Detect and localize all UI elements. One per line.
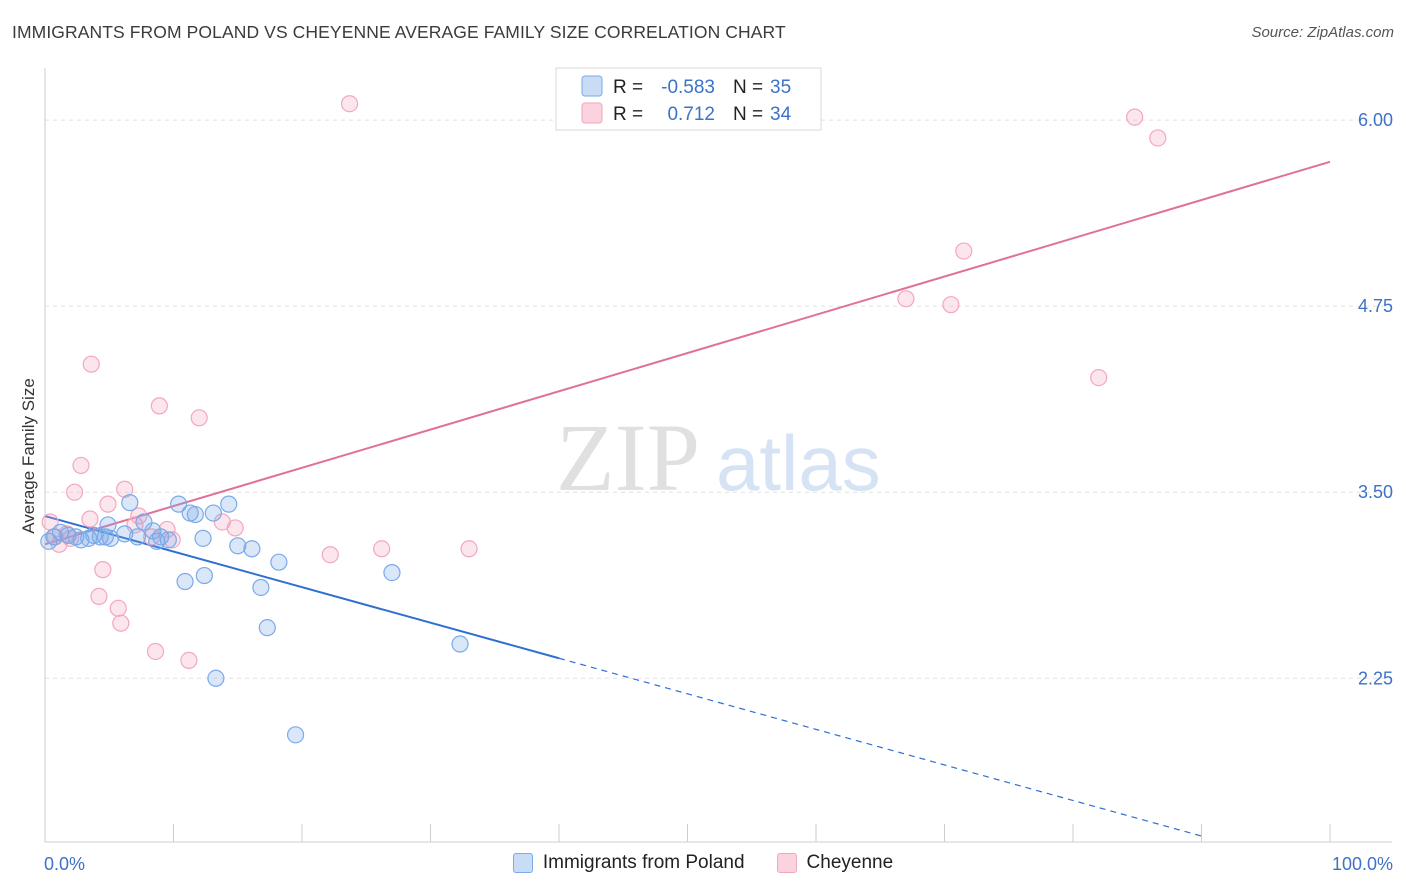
point-poland-23 <box>204 504 222 522</box>
point-poland-30 <box>252 578 270 597</box>
chart-title: IMMIGRANTS FROM POLAND VS CHEYENNE AVERA… <box>12 22 786 42</box>
bottom-legend-swatch-cheyenne <box>776 853 797 873</box>
bottom-legend-label-cheyenne: Cheyenne <box>806 852 894 873</box>
point-cheyenne-11 <box>99 495 117 513</box>
point-cheyenne-6 <box>72 456 90 475</box>
point-cheyenne-30 <box>897 290 915 308</box>
point-cheyenne-26 <box>321 546 339 564</box>
point-cheyenne-32 <box>955 242 973 260</box>
point-cheyenne-34 <box>1126 108 1144 126</box>
watermark: ZIP atlas <box>556 404 881 511</box>
bottom-legend-label-poland: Immigrants from Poland <box>542 852 745 873</box>
legend-n-value-cheyenne: 34 <box>770 104 792 125</box>
point-cheyenne-19 <box>150 397 168 415</box>
point-cheyenne-35 <box>1149 129 1167 147</box>
legend-n-label-cheyenne: N = <box>733 104 763 125</box>
point-poland-20 <box>170 495 188 513</box>
y-tick-label-1: 3.50 <box>1358 482 1393 502</box>
point-cheyenne-5 <box>65 483 84 501</box>
point-cheyenne-27 <box>340 95 359 113</box>
watermark-atlas: atlas <box>716 419 881 507</box>
y-tick-label-3: 6.00 <box>1358 110 1393 130</box>
point-cheyenne-23 <box>190 409 208 427</box>
point-poland-36 <box>286 726 305 744</box>
point-cheyenne-33 <box>1090 369 1108 387</box>
legend-r-label-poland: R = <box>613 77 643 98</box>
point-cheyenne-7 <box>81 510 99 528</box>
y-tick-label-2: 4.75 <box>1358 296 1393 316</box>
point-poland-31 <box>270 553 288 571</box>
point-poland-22 <box>186 505 204 524</box>
legend-r-label-cheyenne: R = <box>613 104 643 125</box>
point-poland-4 <box>67 528 85 546</box>
point-poland-25 <box>194 529 212 547</box>
point-cheyenne-8 <box>82 355 100 373</box>
axes <box>44 68 1392 843</box>
point-poland-24 <box>220 495 238 513</box>
point-poland-29 <box>195 566 213 585</box>
point-cheyenne-22 <box>180 651 198 670</box>
legend-swatch-poland <box>581 75 603 97</box>
point-poland-28 <box>176 572 194 591</box>
y-tick-label-0: 2.25 <box>1358 668 1393 688</box>
legend-r-value-poland: -0.583 <box>661 77 715 98</box>
correlation-legend: R = -0.583 N = 35 R = 0.712 N = 34 <box>555 67 822 131</box>
point-cheyenne-25 <box>226 519 244 537</box>
source-label: Source: ZipAtlas.com <box>1251 24 1394 41</box>
point-cheyenne-10 <box>94 561 112 579</box>
point-cheyenne-13 <box>112 614 130 632</box>
point-poland-19 <box>148 532 166 550</box>
bottom-legend-item-poland: Immigrants from Poland <box>512 852 745 874</box>
x-tick-label-0: 0.0% <box>44 854 85 874</box>
point-poland-15 <box>135 513 153 531</box>
point-poland-35 <box>207 669 225 687</box>
legend-r-value-cheyenne: 0.712 <box>667 104 715 125</box>
legend-n-label-poland: N = <box>733 77 763 98</box>
legend-swatch-cheyenne <box>581 102 603 124</box>
point-cheyenne-31 <box>942 296 960 314</box>
point-poland-11 <box>99 516 117 534</box>
point-poland-33 <box>383 563 401 582</box>
y-tick-labels: 2.25 3.50 4.75 6.00 <box>1358 110 1393 688</box>
grid-lines <box>45 119 1392 679</box>
point-poland-12 <box>121 494 139 512</box>
y-axis-label: Average Family Size <box>19 378 38 534</box>
bottom-legend: Immigrants from Poland Cheyenne <box>0 852 1406 874</box>
trend-line-poland-extension <box>558 657 1202 837</box>
point-poland-26 <box>229 537 247 555</box>
point-cheyenne-28 <box>373 540 391 558</box>
x-tick-labels: 0.0% 100.0% <box>44 854 1393 874</box>
point-poland-14 <box>128 528 147 546</box>
point-cheyenne-29 <box>460 540 478 558</box>
point-poland-13 <box>116 525 134 543</box>
legend-n-value-poland: 35 <box>770 77 791 98</box>
point-cheyenne-18 <box>146 642 165 661</box>
watermark-zip: ZIP <box>556 404 700 511</box>
trend-line-cheyenne <box>44 160 1331 546</box>
point-cheyenne-12 <box>109 599 127 617</box>
data-points <box>40 95 1167 744</box>
bottom-legend-item-cheyenne: Cheyenne <box>776 852 894 874</box>
point-poland-32 <box>258 619 276 637</box>
point-poland-27 <box>243 540 261 558</box>
point-cheyenne-9 <box>90 587 108 606</box>
bottom-legend-swatch-poland <box>512 853 533 873</box>
point-poland-34 <box>451 635 469 653</box>
x-tick-label-1: 100.0% <box>1332 854 1393 874</box>
